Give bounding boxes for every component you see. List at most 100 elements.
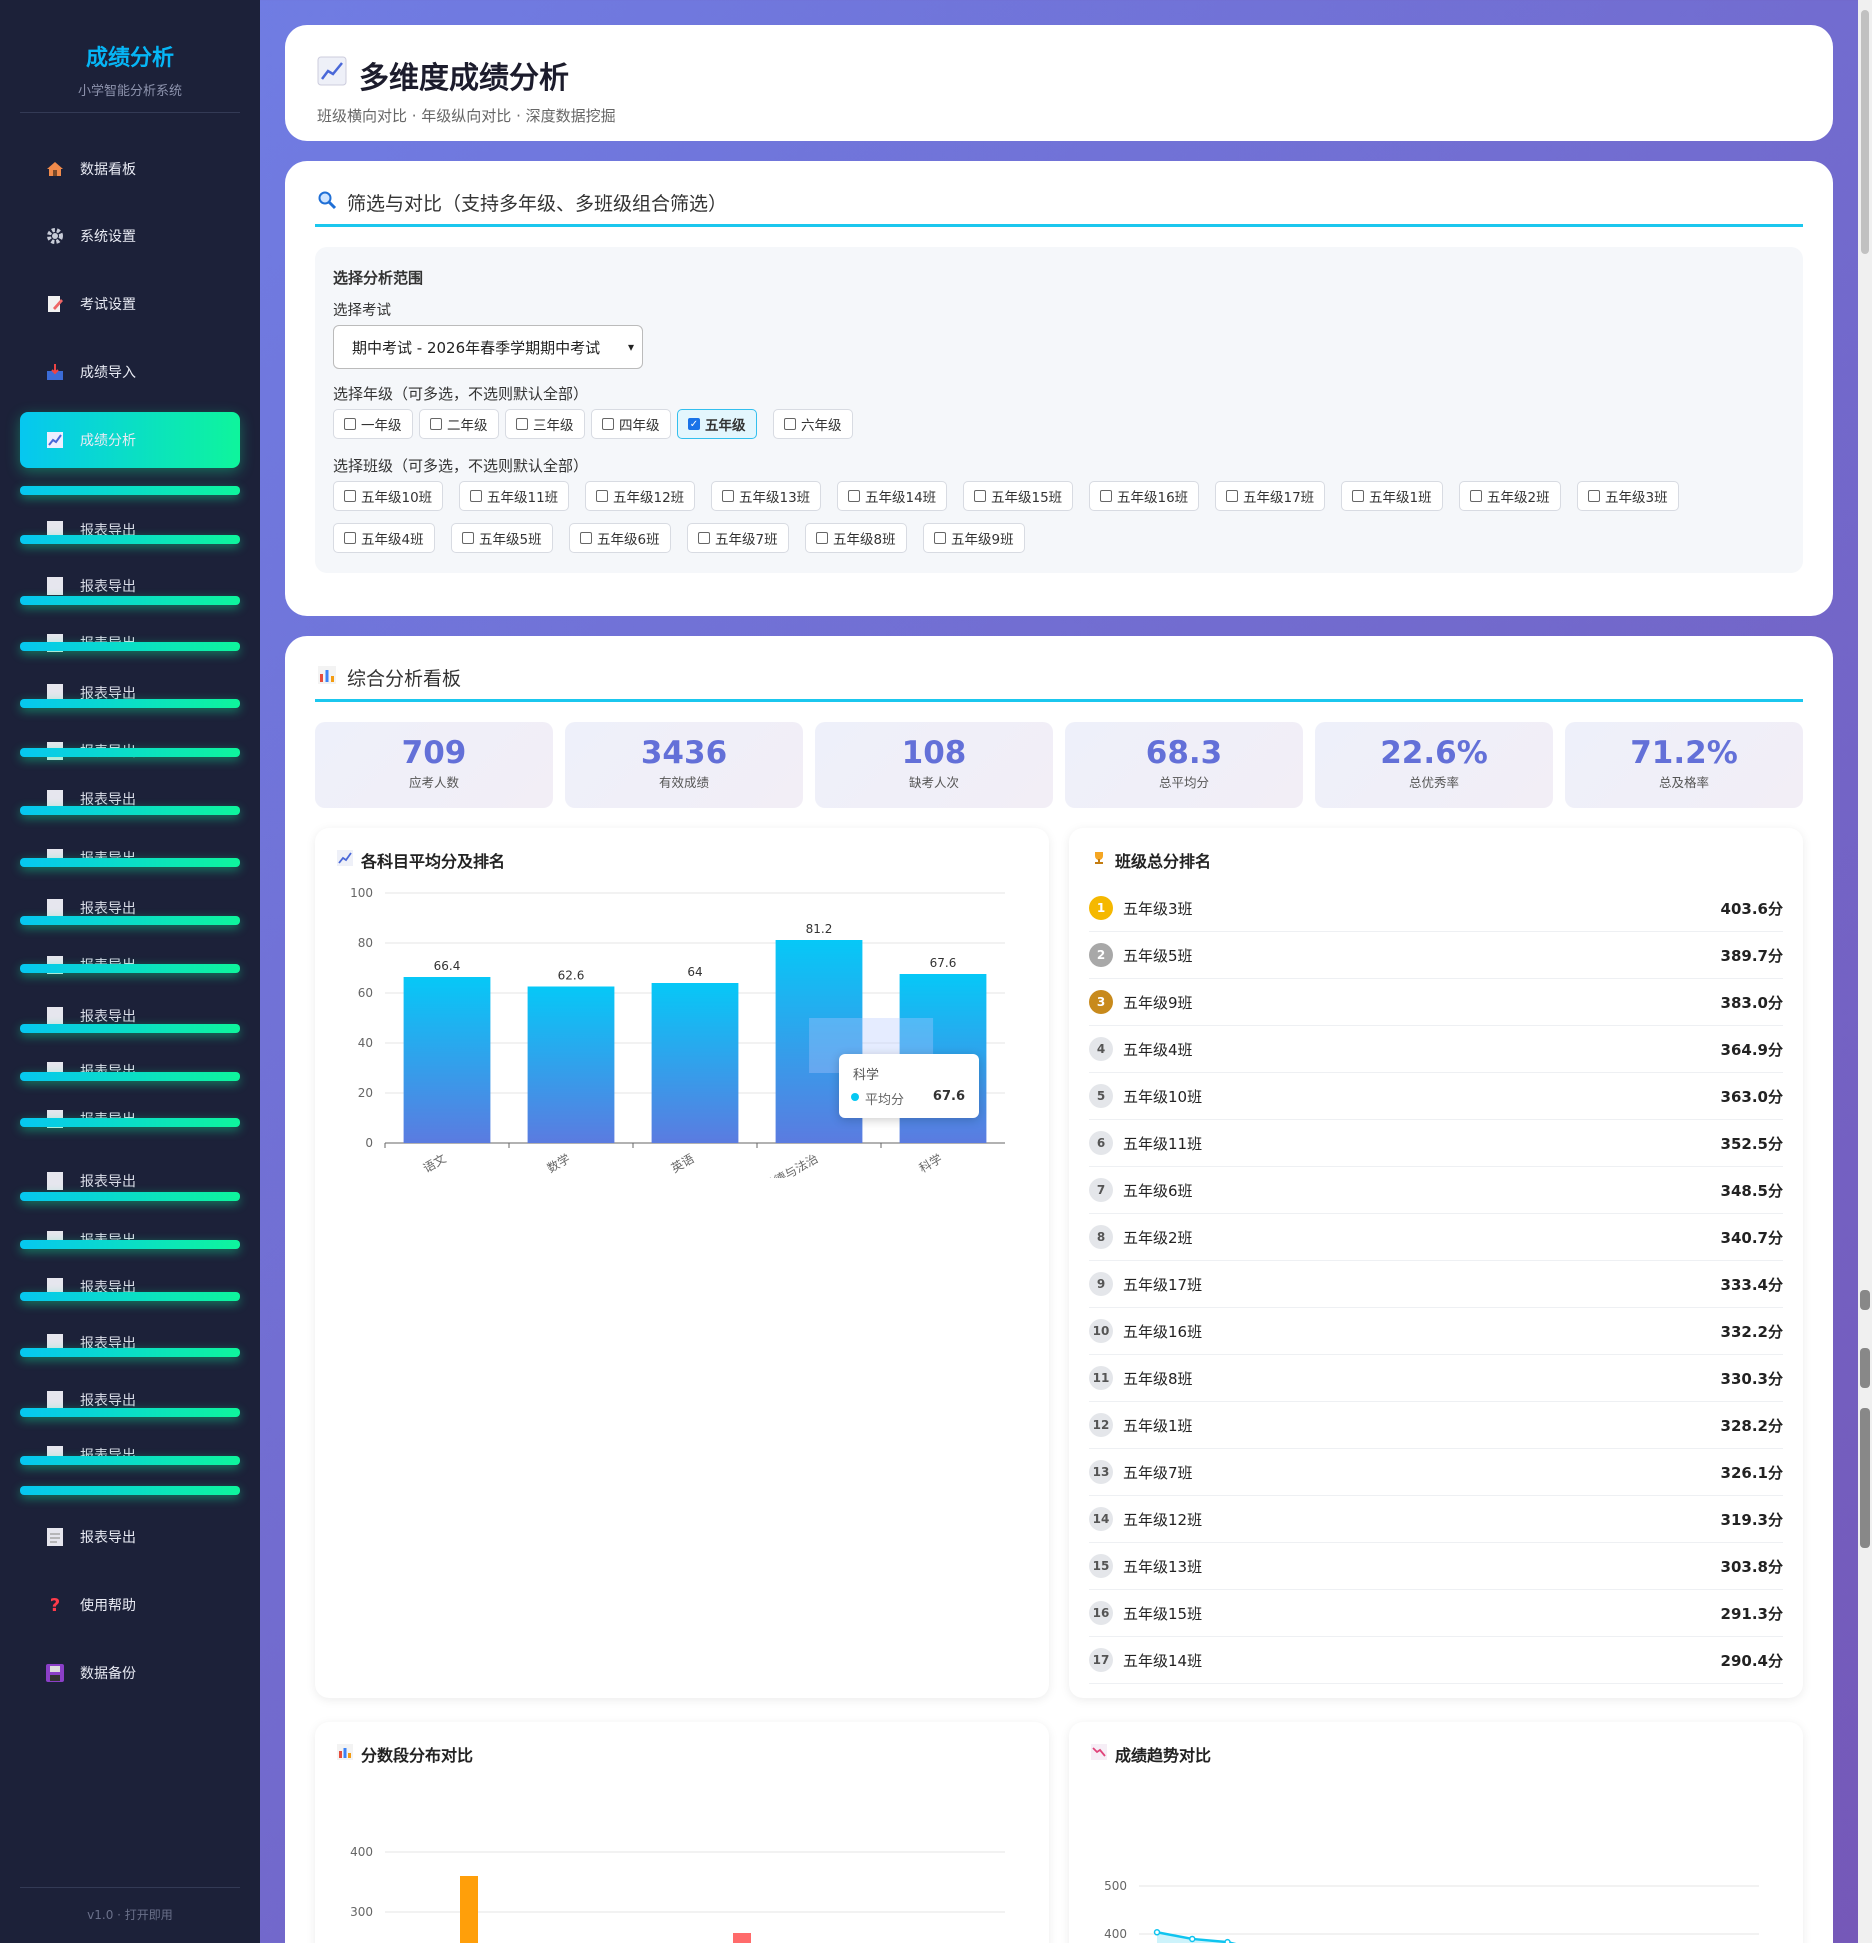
trend-point[interactable] — [1153, 1929, 1161, 1936]
class-score: 364.9分 — [1720, 1040, 1783, 1059]
ranking-row[interactable]: 9 五年级17班 333.4分 — [1089, 1261, 1783, 1308]
class-checkbox[interactable]: 五年级2班 — [1459, 481, 1561, 511]
ranking-row[interactable]: 10 五年级16班 332.2分 — [1089, 1308, 1783, 1355]
stat-card: 22.6% 总优秀率 — [1315, 722, 1553, 808]
sidebar-item-help[interactable]: ? 使用帮助 — [20, 1577, 240, 1633]
class-checkbox[interactable]: 五年级4班 — [333, 523, 435, 553]
grade-checkbox[interactable]: ✓ 五年级 — [677, 409, 757, 439]
sidebar-ghost-item[interactable]: 报表导出 — [20, 1056, 240, 1086]
sidebar-ghost-item[interactable]: 报表导出 — [20, 880, 240, 936]
scrollbar[interactable] — [1858, 0, 1872, 1943]
class-name: 五年级5班 — [1123, 946, 1193, 965]
sidebar-item-backup[interactable]: 数据备份 — [20, 1645, 240, 1701]
class-checkbox[interactable]: 五年级7班 — [687, 523, 789, 553]
ranking-row[interactable]: 17 五年级14班 290.4分 — [1089, 1637, 1783, 1684]
class-label: 选择班级（可多选，不选则默认全部） — [333, 457, 589, 475]
sidebar-glitch-bar — [20, 1456, 240, 1465]
sidebar-item-analysis[interactable]: 成绩分析 — [20, 412, 240, 468]
sidebar-item-settings[interactable]: 系统设置 — [20, 208, 240, 264]
grade-checkbox[interactable]: 六年级 — [773, 409, 853, 439]
class-checkbox[interactable]: 五年级14班 — [837, 481, 948, 511]
stat-value: 68.3 — [1145, 735, 1223, 771]
ranking-title: 班级总分排名 — [1091, 848, 1211, 872]
header-card: 多维度成绩分析 班级横向对比 · 年级纵向对比 · 深度数据挖掘 — [285, 25, 1833, 141]
bar[interactable] — [651, 983, 739, 1143]
checkbox-label: 三年级 — [533, 418, 574, 434]
class-checkbox[interactable]: 五年级6班 — [569, 523, 671, 553]
grade-checkbox[interactable]: 二年级 — [419, 409, 499, 439]
ranking-row[interactable]: 14 五年级12班 319.3分 — [1089, 1496, 1783, 1543]
checkbox-label: 五年级7班 — [715, 532, 778, 548]
class-checkbox[interactable]: 五年级5班 — [451, 523, 553, 553]
bar[interactable] — [527, 986, 615, 1144]
ranking-row[interactable]: 11 五年级8班 330.3分 — [1089, 1355, 1783, 1402]
class-checkbox[interactable]: 五年级11班 — [459, 481, 570, 511]
checkbox-label: 五年级17班 — [1243, 490, 1315, 506]
sidebar-item-dashboard[interactable]: 数据看板 — [20, 141, 240, 197]
exam-select[interactable]: 期中考试 - 2026年春季学期期中考试 ▾ — [333, 325, 643, 369]
trophy-icon — [1091, 850, 1107, 870]
checkbox-box — [784, 418, 796, 430]
ranking-row[interactable]: 7 五年级6班 348.5分 — [1089, 1167, 1783, 1214]
ranking-row[interactable]: 2 五年级5班 389.7分 — [1089, 932, 1783, 979]
sidebar-item-import[interactable]: 成绩导入 — [20, 344, 240, 400]
class-checkbox[interactable]: 五年级9班 — [923, 523, 1025, 553]
sidebar-item-exam-settings[interactable]: 考试设置 — [20, 276, 240, 332]
y-tick-label: 500 — [1104, 1879, 1127, 1893]
sidebar-ghost-item[interactable]: 报表导出 — [20, 1440, 240, 1470]
trend-point[interactable] — [1224, 1938, 1231, 1943]
trend-down-icon — [1091, 1744, 1107, 1764]
ranking-row[interactable]: 13 五年级7班 326.1分 — [1089, 1449, 1783, 1496]
bar[interactable] — [460, 1876, 478, 1943]
sidebar-glitch-bar — [20, 1192, 240, 1201]
class-checkbox[interactable]: 五年级16班 — [1089, 481, 1200, 511]
scrollbar-thumb[interactable] — [1861, 10, 1869, 254]
sidebar-ghost-item[interactable]: 报表导出 — [20, 558, 240, 614]
class-checkbox[interactable]: 五年级8班 — [805, 523, 907, 553]
trend-title: 成绩趋势对比 — [1091, 1742, 1211, 1766]
ranking-row[interactable]: 5 五年级10班 363.0分 — [1089, 1073, 1783, 1120]
class-checkbox[interactable]: 五年级10班 — [333, 481, 444, 511]
class-checkbox[interactable]: 五年级12班 — [585, 481, 696, 511]
trend-point[interactable] — [1189, 1935, 1196, 1943]
version-text: v1.0 · 打开即用 — [87, 1908, 173, 1922]
sidebar-glitch-bar — [20, 748, 240, 757]
class-checkbox[interactable]: 五年级1班 — [1341, 481, 1443, 511]
bar[interactable] — [403, 977, 491, 1143]
bar[interactable] — [733, 1933, 751, 1943]
ranking-row[interactable]: 1 五年级3班 403.6分 — [1089, 885, 1783, 932]
ranking-row[interactable]: 6 五年级11班 352.5分 — [1089, 1120, 1783, 1167]
ranking-row[interactable]: 12 五年级1班 328.2分 — [1089, 1402, 1783, 1449]
ranking-row[interactable]: 3 五年级9班 383.0分 — [1089, 979, 1783, 1026]
ranking-row[interactable]: 16 五年级15班 291.3分 — [1089, 1590, 1783, 1637]
distribution-panel: 分数段分布对比 200300400 — [315, 1722, 1049, 1943]
grade-checkbox[interactable]: 一年级 — [333, 409, 413, 439]
sidebar-ghost-item[interactable]: 报表导出 — [20, 1153, 240, 1209]
ranking-row[interactable]: 4 五年级4班 364.9分 — [1089, 1026, 1783, 1073]
grade-checkbox[interactable]: 三年级 — [505, 409, 585, 439]
sidebar-ghost-item[interactable]: 报表导出 — [20, 771, 240, 827]
ranking-row[interactable]: 8 五年级2班 340.7分 — [1089, 1214, 1783, 1261]
class-checkbox[interactable]: 五年级17班 — [1215, 481, 1326, 511]
rank-badge: 13 — [1089, 1460, 1113, 1484]
grade-checkbox[interactable]: 四年级 — [591, 409, 671, 439]
sidebar-glitch-bar — [20, 1118, 240, 1127]
bar-value-label: 67.6 — [930, 956, 957, 970]
sidebar-ghost-item[interactable]: 报表导出 — [20, 1372, 240, 1428]
class-checkbox[interactable]: 五年级15班 — [963, 481, 1074, 511]
class-name: 五年级12班 — [1123, 1510, 1203, 1529]
class-checkbox[interactable]: 五年级13班 — [711, 481, 822, 511]
dashboard-title-text: 综合分析看板 — [347, 668, 462, 690]
document-icon — [44, 1332, 66, 1354]
sidebar-glitch-bar — [20, 699, 240, 708]
sidebar-item-export[interactable]: 报表导出 — [20, 1509, 240, 1565]
sidebar-ghost-item[interactable]: 报表导出 — [20, 1315, 240, 1371]
sidebar-ghost-item[interactable]: 报表导出 — [20, 665, 240, 721]
checkbox-box — [516, 418, 528, 430]
class-checkbox[interactable]: 五年级3班 — [1577, 481, 1679, 511]
rank-badge: 17 — [1089, 1648, 1113, 1672]
checkbox-label: 五年级9班 — [951, 532, 1014, 548]
sidebar-ghost-item[interactable]: 报表导出 — [20, 988, 240, 1044]
sidebar-glitch-bar — [20, 1024, 240, 1033]
ranking-row[interactable]: 15 五年级13班 303.8分 — [1089, 1543, 1783, 1590]
